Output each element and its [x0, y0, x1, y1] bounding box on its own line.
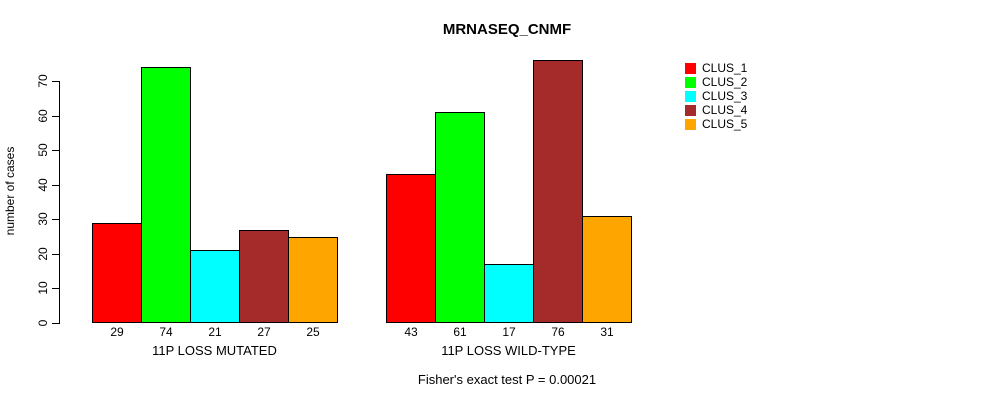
bar-clus_5-group2 — [582, 216, 632, 323]
bar-value-label: 17 — [502, 325, 516, 339]
group-label-2: 11P LOSS WILD-TYPE — [441, 343, 576, 358]
y-tick-label: 40 — [36, 178, 50, 192]
group-label-1: 11P LOSS MUTATED — [152, 343, 277, 358]
legend-swatch-clus_2 — [685, 77, 696, 88]
legend-label-clus_1: CLUS_1 — [702, 61, 748, 75]
y-tick-label: 70 — [36, 74, 50, 88]
y-tick — [52, 185, 59, 186]
legend-swatch-clus_1 — [685, 63, 696, 74]
bar-clus_4-group2 — [533, 60, 583, 323]
bar-clus_2-group2 — [435, 112, 485, 323]
y-tick-label: 30 — [36, 212, 50, 226]
bar-value-label: 25 — [306, 325, 320, 339]
chart-title: MRNASEQ_CNMF — [442, 21, 572, 38]
bar-clus_1-group2 — [386, 174, 436, 323]
legend-label-clus_3: CLUS_3 — [702, 89, 748, 103]
bar-clus_4-group1 — [239, 230, 289, 323]
y-tick-label: 50 — [36, 143, 50, 157]
fisher-test-annotation: Fisher's exact test P = 0.00021 — [417, 372, 597, 387]
y-tick — [52, 288, 59, 289]
bar-value-label: 31 — [600, 325, 614, 339]
y-tick — [52, 323, 59, 324]
bar-clus_5-group1 — [288, 237, 338, 323]
bar-value-label: 29 — [110, 325, 124, 339]
legend-swatch-clus_3 — [685, 91, 696, 102]
bar-clus_3-group2 — [484, 264, 534, 323]
legend-swatch-clus_4 — [685, 105, 696, 116]
y-tick-label: 0 — [36, 319, 50, 327]
bar-value-label: 76 — [551, 325, 565, 339]
legend-label-clus_2: CLUS_2 — [702, 75, 748, 89]
bar-value-label: 74 — [159, 325, 173, 339]
bar-value-label: 61 — [453, 325, 467, 339]
bar-clus_2-group1 — [141, 67, 191, 323]
y-axis-line — [59, 81, 60, 324]
y-tick — [52, 81, 59, 82]
y-tick — [52, 219, 59, 220]
y-tick-label: 20 — [36, 247, 50, 261]
bar-value-label: 21 — [208, 325, 222, 339]
y-tick — [52, 150, 59, 151]
bar-clus_1-group1 — [92, 223, 142, 323]
legend-label-clus_5: CLUS_5 — [702, 117, 748, 131]
y-tick-label: 10 — [36, 281, 50, 295]
legend-swatch-clus_5 — [685, 119, 696, 130]
bar-clus_3-group1 — [190, 250, 240, 323]
legend-label-clus_4: CLUS_4 — [702, 103, 748, 117]
y-tick — [52, 116, 59, 117]
bar-value-label: 27 — [257, 325, 271, 339]
y-axis-title: number of cases — [3, 146, 17, 236]
bar-value-label: 43 — [404, 325, 418, 339]
y-tick — [52, 254, 59, 255]
y-tick-label: 60 — [36, 109, 50, 123]
